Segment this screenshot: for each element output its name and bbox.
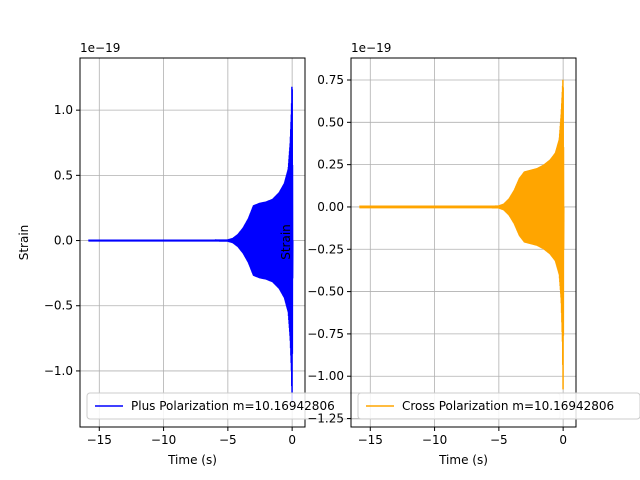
plus-ytick-label-1: −0.5: [44, 299, 73, 313]
cross-ytick-label-5: 0.00: [317, 200, 344, 214]
plus-xtick-label-0: −15: [87, 433, 112, 447]
cross-xtick-label-3: 0: [559, 433, 567, 447]
cross-ytick-label-4: −0.25: [307, 242, 344, 256]
cross-xtick-label-1: −10: [422, 433, 447, 447]
cross-ytick-label-2: −0.75: [307, 327, 344, 341]
cross-ylabel: Strain: [279, 224, 293, 260]
plus-ytick-label-4: 1.0: [54, 103, 73, 117]
plus-ylabel: Strain: [17, 225, 31, 261]
cross-series-line-0: [359, 79, 565, 390]
cross-xtick-label-0: −15: [358, 433, 383, 447]
cross-offset-label: 1e−19: [351, 41, 391, 55]
plus-ytick-label-0: −1.0: [44, 364, 73, 378]
cross-ytick-label-6: 0.25: [317, 158, 344, 172]
cross-ytick-label-3: −0.50: [307, 285, 344, 299]
plus-ytick-label-3: 0.5: [54, 168, 73, 182]
plus-xtick-label-2: −5: [219, 433, 237, 447]
plus-xlabel: Time (s): [167, 453, 217, 467]
plus-xtick-label-1: −10: [151, 433, 176, 447]
cross-axes-frame: [350, 57, 577, 428]
cross-legend-box: [357, 392, 640, 420]
cross-ytick-label-1: −1.00: [307, 369, 344, 383]
plus-axes-frame: [79, 57, 306, 428]
plus-series-line-0: [88, 86, 294, 403]
cross-ytick-label-0: −1.25: [307, 412, 344, 426]
cross-ytick-label-8: 0.75: [317, 73, 344, 87]
plus-xtick-label-3: 0: [288, 433, 296, 447]
plus-offset-label: 1e−19: [80, 41, 120, 55]
plus-legend-label: Plus Polarization m=10.16942806: [131, 399, 335, 413]
cross-xtick-label-2: −5: [490, 433, 508, 447]
plus-ytick-label-2: 0.0: [54, 234, 73, 248]
cross-polarization-plot: −15 −10 −5 0 −1.25 −1.00 −0.75 −0.50 −0.25 0.00 0.…: [279, 41, 640, 467]
cross-legend-label: Cross Polarization m=10.16942806: [402, 399, 614, 413]
cross-ytick-label-7: 0.50: [317, 115, 344, 129]
cross-xlabel: Time (s): [438, 453, 488, 467]
